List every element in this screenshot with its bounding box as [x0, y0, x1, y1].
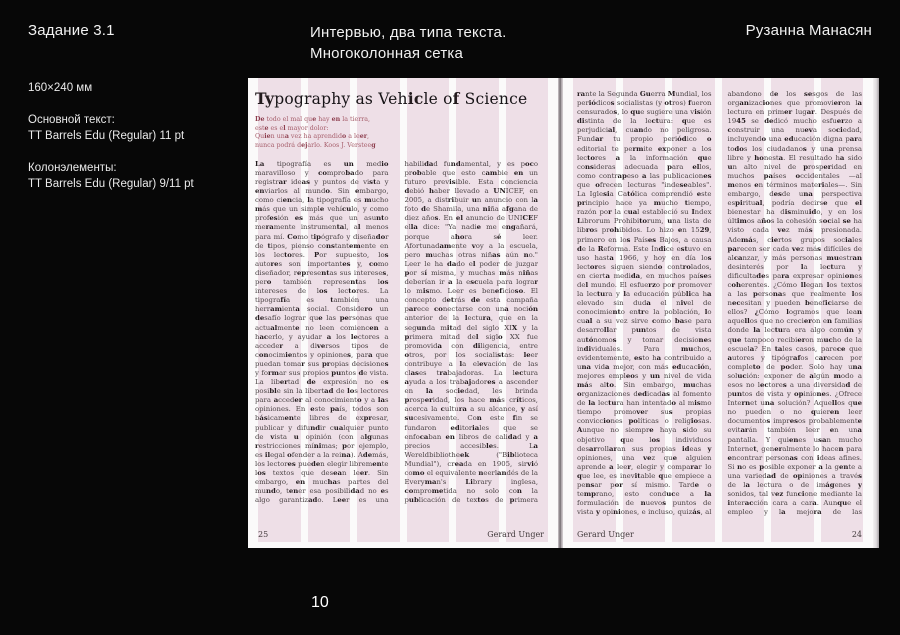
epigraph: De todo el mal que hay en la tierra, est…: [255, 116, 376, 150]
running-author-right: Gerard Unger: [577, 530, 634, 539]
grid-column-guide: [771, 78, 814, 542]
book-spread: Typography as Vehicle of Science De todo…: [248, 78, 879, 548]
grid-column-guide: [672, 78, 715, 542]
author-name: Рузанна Манасян: [745, 22, 872, 39]
grid-column-guide: [357, 78, 400, 542]
body-text-columns-left: La tipografía es un medio maravilloso y …: [255, 159, 538, 505]
portfolio-page-number: 10: [311, 594, 329, 611]
column-elements-spec-label: Колонэлементы:: [28, 162, 117, 174]
left-page-content: Typography as Vehicle of Science De todo…: [255, 88, 538, 548]
body-text-columns-right: rante la Segunda Guerra Mundial, los per…: [577, 90, 862, 517]
grid-column-guide: [573, 78, 616, 542]
column-elements-spec-value: TT Barrels Edu (Regular) 9/11 pt: [28, 178, 194, 190]
spread-right-page: rante la Segunda Guerra Mundial, los per…: [563, 78, 873, 548]
column-grid-guides: [258, 78, 548, 542]
running-author-left: Gerard Unger: [487, 530, 544, 539]
body-text-spec-value: TT Barrels Edu (Regular) 11 pt: [28, 130, 185, 142]
column-elements-spec: Колонэлементы: TT Barrels Edu (Regular) …: [28, 160, 210, 192]
page-number-right: 24: [851, 530, 862, 539]
assignment-label: Задание 3.1: [28, 22, 115, 39]
grid-column-guide: [406, 78, 449, 542]
spread-gutter: [558, 78, 563, 548]
grid-column-guide: [258, 78, 301, 542]
article-title: Typography as Vehicle of Science: [255, 89, 528, 109]
body-text-spec-label: Основной текст:: [28, 114, 115, 126]
right-page-content: rante la Segunda Guerra Mundial, los per…: [577, 88, 862, 548]
grid-column-guide: [622, 78, 665, 542]
grid-column-guide: [820, 78, 863, 542]
spec-panel: 160×240 мм Основной текст: TT Barrels Ed…: [28, 80, 210, 208]
right-page-footer: Gerard Unger 24: [577, 530, 862, 539]
grid-column-guide: [456, 78, 499, 542]
grid-column-guide: [721, 78, 764, 542]
page-number-left: 25: [258, 530, 269, 539]
left-page-footer: 25 Gerard Unger: [258, 530, 544, 539]
column-grid-guides: [573, 78, 863, 542]
body-text-spec: Основной текст: TT Barrels Edu (Regular)…: [28, 112, 210, 144]
grid-column-guide: [307, 78, 350, 542]
format-size: 160×240 мм: [28, 82, 93, 94]
spread-left-page: Typography as Vehicle of Science De todo…: [248, 78, 558, 548]
page-edge-shadow: [873, 78, 879, 548]
grid-column-guide: [505, 78, 548, 542]
assignment-title: Интервью, два типа текста. Многоколонная…: [310, 24, 507, 62]
